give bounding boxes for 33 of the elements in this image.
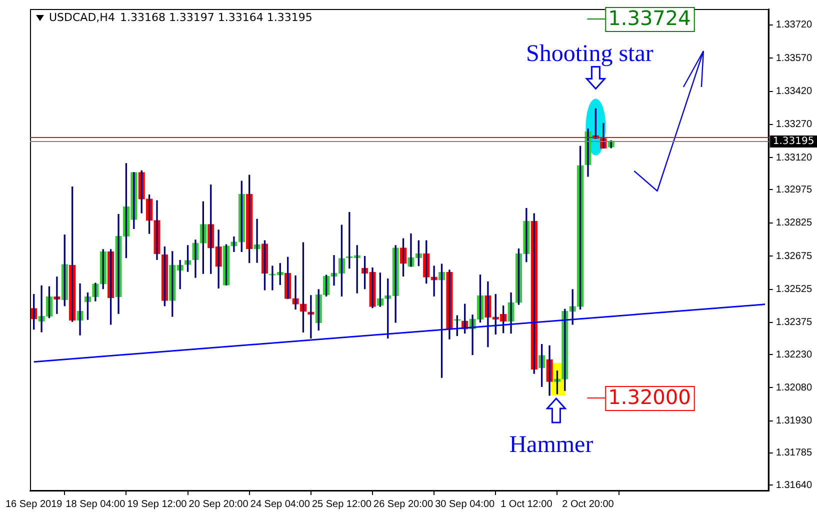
x-tick-label: 2 Oct 20:00 <box>562 498 614 510</box>
annotation: 1.32000 <box>608 385 691 410</box>
x-tick-label: 25 Sep 12:00 <box>312 498 372 510</box>
y-tick-label: 1.32230 <box>776 349 812 360</box>
candlestick <box>554 370 561 394</box>
x-tick-label: 20 Sep 20:00 <box>188 498 249 510</box>
x-tick-label: 1 Oct 12:00 <box>500 498 553 510</box>
y-tick-label: 1.32825 <box>776 218 812 229</box>
y-tick-label: 1.33720 <box>776 20 812 31</box>
chart-subtitle: 1.33168 1.33197 1.33164 1.33195 <box>120 11 312 24</box>
y-tick-label: 1.31640 <box>776 480 812 491</box>
x-tick-label: 16 Sep 2019 <box>5 498 63 510</box>
y-tick-label: 1.32080 <box>776 382 812 394</box>
y-tick-label: 1.31785 <box>776 448 812 459</box>
x-tick-label: 19 Sep 12:00 <box>127 498 188 510</box>
x-tick-label: 24 Sep 04:00 <box>250 498 310 510</box>
y-tick-label: 1.33420 <box>776 86 812 98</box>
y-tick-label: 1.31930 <box>776 416 812 427</box>
x-tick-label: 30 Sep 04:00 <box>435 498 496 510</box>
x-tick-label: 26 Sep 20:00 <box>374 498 434 510</box>
y-tick-label: 1.32525 <box>776 284 812 296</box>
y-tick-label: 1.33270 <box>776 119 812 130</box>
x-tick-label: 18 Sep 04:00 <box>66 498 126 510</box>
y-tick-label: 1.33570 <box>776 52 812 64</box>
y-tick-label: 1.32975 <box>776 184 812 196</box>
y-tick-label: 1.32675 <box>776 250 812 262</box>
ref-line-label: 1.33195 <box>772 136 814 148</box>
y-tick-label: 1.32375 <box>776 317 812 328</box>
y-tick-label: 1.33120 <box>776 152 812 164</box>
annotation: Shooting star <box>526 40 654 67</box>
annotation: Hammer <box>509 432 594 458</box>
annotation: 1.33724 <box>608 6 691 30</box>
chart-title: USDCAD,H4 <box>49 11 115 24</box>
